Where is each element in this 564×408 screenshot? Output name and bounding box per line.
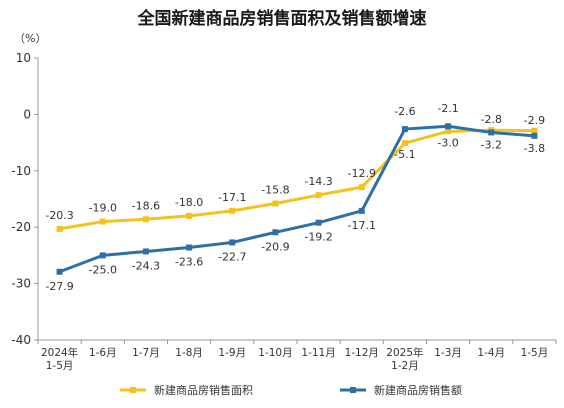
data-point (358, 207, 365, 214)
data-label: -19.0 (89, 202, 117, 215)
data-label: -2.9 (524, 114, 545, 127)
data-label: -3.8 (524, 142, 545, 155)
data-label: -12.9 (348, 167, 376, 180)
series-layer (56, 123, 538, 275)
x-tick-label: 1-8月 (175, 347, 203, 359)
data-point (99, 252, 106, 259)
x-tick-label: 1-10月 (258, 347, 292, 359)
data-point (401, 140, 408, 147)
x-tick-label: 1-3月 (434, 347, 462, 359)
y-axis-unit: （%） (14, 32, 46, 45)
legend-swatch-marker (350, 387, 356, 393)
data-point (229, 239, 236, 246)
data-point (445, 128, 452, 135)
data-label: -18.0 (175, 196, 203, 209)
data-label: -25.0 (89, 263, 117, 276)
data-point (488, 129, 495, 136)
data-label: -24.3 (132, 259, 160, 272)
data-point (56, 225, 63, 232)
data-label: -17.1 (348, 219, 376, 232)
data-label: -19.2 (304, 231, 332, 244)
data-label: -18.6 (132, 199, 160, 212)
data-point (142, 248, 149, 255)
data-label: -2.6 (394, 105, 415, 118)
legend-swatch-marker (130, 387, 136, 393)
y-tick-label: -40 (11, 333, 31, 347)
data-point (445, 123, 452, 130)
data-point (186, 212, 193, 219)
data-point (358, 184, 365, 191)
y-tick-label: -30 (11, 277, 31, 291)
data-label: -14.3 (304, 175, 332, 188)
series-line-area (59, 128, 535, 231)
y-tick-label: 10 (16, 51, 31, 65)
y-tick-label: -20 (11, 220, 31, 234)
data-labels-layer: -20.3 -19.0 -18.6 -18.0 -17.1 -15.8 -14.3 -12.9… (45, 102, 545, 293)
y-tick-label: 0 (23, 107, 31, 121)
data-point (272, 200, 279, 207)
data-label: -3.2 (481, 138, 502, 151)
legend-label: 新建商品房销售额 (374, 383, 462, 397)
data-point (531, 132, 538, 139)
data-point (56, 268, 63, 275)
x-tick-label: 2025年 1-2月 (386, 346, 423, 372)
chart-title: 全国新建商品房销售面积及销售额增速 (137, 8, 427, 29)
x-tick-label: 1-9月 (218, 347, 246, 359)
data-point (186, 244, 193, 251)
x-tick-label: 2024年 1-5月 (41, 346, 78, 372)
data-label: -2.8 (481, 113, 502, 126)
x-tick-label: 1-6月 (89, 347, 117, 359)
series-line-sales (59, 124, 535, 274)
data-label: -2.1 (437, 102, 458, 115)
legend-label: 新建商品房销售面积 (154, 383, 253, 397)
data-label: -3.0 (437, 136, 458, 149)
data-label: -5.1 (394, 148, 415, 161)
x-tick-label: 1-4月 (477, 347, 505, 359)
x-tick-label: 1-7月 (132, 347, 160, 359)
data-point (142, 216, 149, 223)
y-tick-label: -10 (11, 164, 31, 178)
data-point (315, 219, 322, 226)
x-tick-label: 1-11月 (301, 347, 335, 359)
data-point (401, 126, 408, 133)
data-label: -17.1 (218, 191, 246, 204)
data-label: -15.8 (261, 184, 289, 197)
data-label: -20.3 (45, 209, 73, 222)
data-label: -22.7 (218, 250, 246, 263)
data-point (315, 192, 322, 199)
data-point (272, 229, 279, 236)
axes-layer: 10 0 -10 -20 -30 -40 2024年 1-5月 1-6月 1-7月 1-8月 1-9月… (11, 51, 557, 372)
data-point (531, 127, 538, 134)
data-point (99, 218, 106, 225)
data-label: -23.6 (175, 256, 203, 269)
data-point (229, 207, 236, 214)
x-tick-label: 1-5月 (521, 347, 549, 359)
data-label: -27.9 (45, 280, 73, 293)
legend: 新建商品房销售面积 新建商品房销售额 (120, 383, 462, 397)
x-tick-label: 1-12月 (345, 347, 379, 359)
data-label: -20.9 (261, 240, 289, 253)
